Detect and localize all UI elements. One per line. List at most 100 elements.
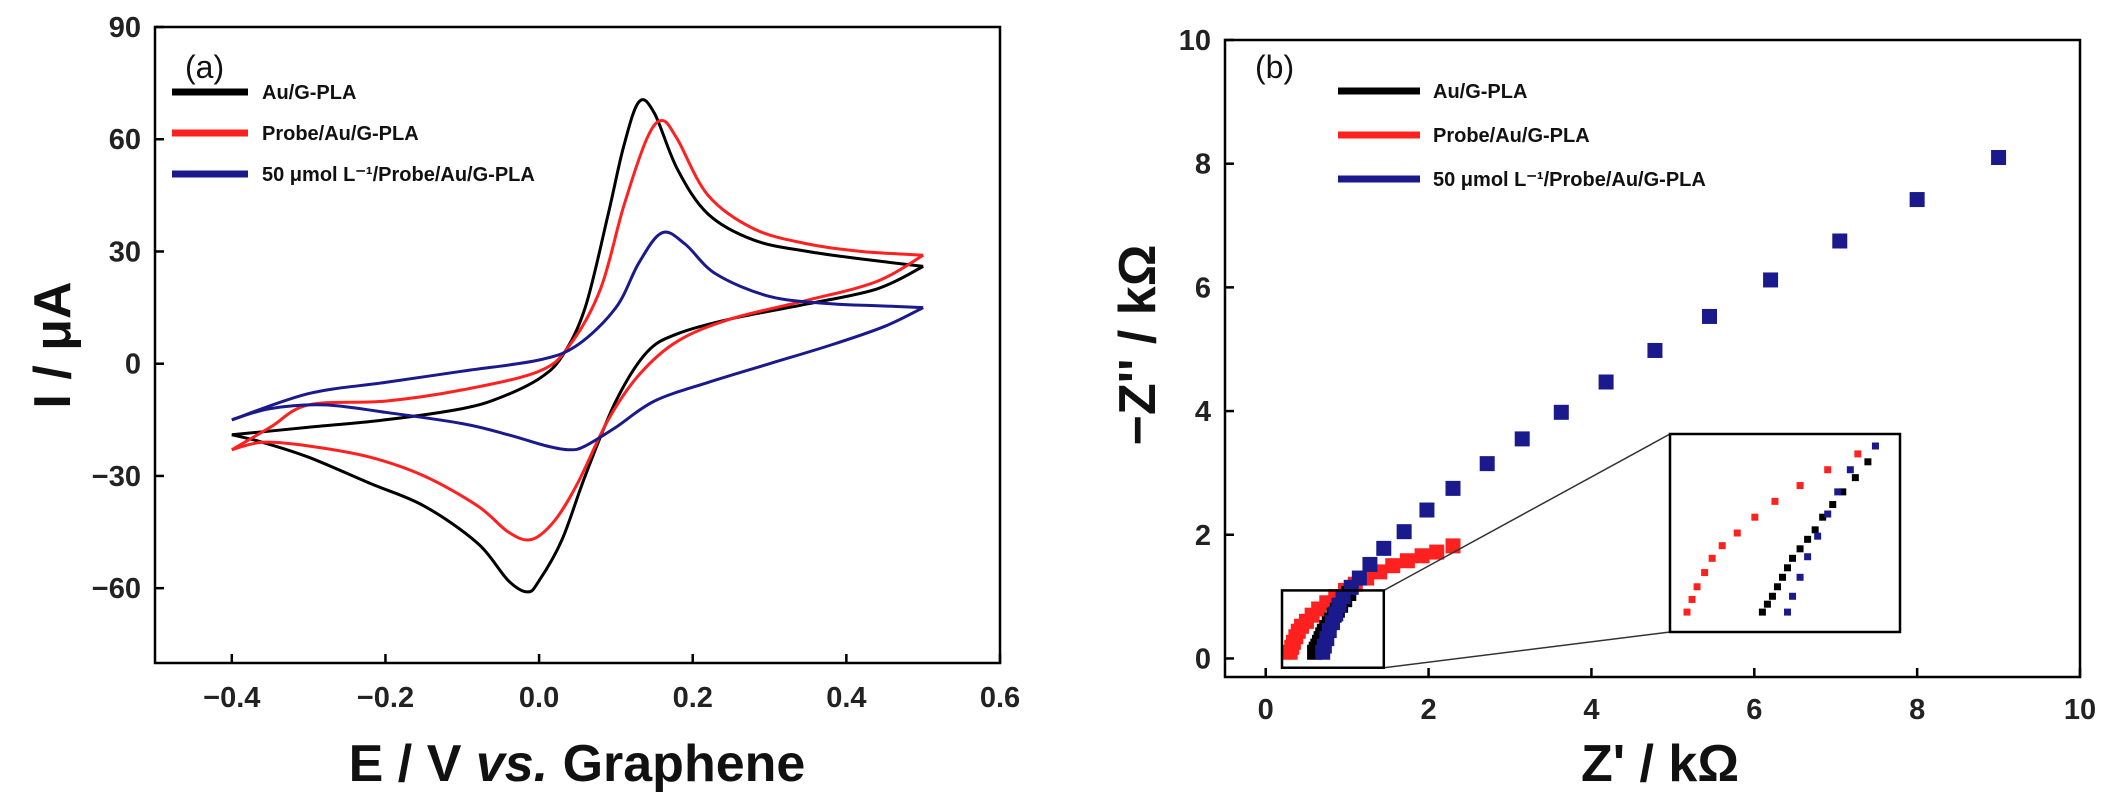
panel-a-y-tick-label: 60: [109, 124, 141, 156]
panel-a-series: [231, 98, 924, 594]
nyquist-point-red: [1385, 558, 1401, 574]
nyquist-point-blue: [1702, 308, 1717, 324]
inset-point-red: [1683, 608, 1691, 616]
panel-b-label: (b): [1255, 49, 1294, 85]
inset-point-red: [1693, 583, 1701, 591]
inset-point-blue: [1824, 510, 1832, 518]
panel-a-y-tick-label: −30: [92, 461, 141, 493]
inset-point-black: [1829, 501, 1837, 509]
inset-point-black: [1773, 583, 1781, 591]
panel-b-ticks: 0 2 4 6 8 10 0 2 4 6 8 10: [1179, 25, 2096, 726]
panel-b-inset: [1280, 432, 1902, 669]
panel-b-x-tick-label: 6: [1746, 694, 1762, 726]
panel-b-y-tick-label: 8: [1195, 149, 1211, 181]
legend-label: Au/G-PLA: [262, 82, 356, 104]
nyquist-point-blue: [1396, 524, 1412, 540]
inset-point-red: [1796, 482, 1804, 490]
inset-point-black: [1796, 545, 1804, 553]
panel-b-y-tick-label: 2: [1195, 520, 1211, 552]
panel-a-y-tick-label: 90: [109, 12, 141, 44]
panel-b-y-tick-label: 6: [1195, 272, 1211, 304]
inset-connector-top: [1383, 433, 1671, 592]
nyquist-point-red: [1399, 553, 1415, 569]
panel-a-x-tick-label: 0.4: [826, 682, 866, 714]
inset-point-black: [1768, 592, 1776, 600]
panel-b-x-tick-label: 0: [1258, 694, 1274, 726]
panel-b-legend: Au/G-PLA Probe/Au/G-PLA 50 μmol L⁻¹/Probe/…: [1338, 81, 1706, 191]
legend-label: 50 μmol L⁻¹/Probe/Au/G-PLA: [262, 164, 535, 186]
panel-a-legend: Au/G-PLA Probe/Au/G-PLA 50 μmol L⁻¹/Probe/…: [172, 82, 535, 186]
inset-point-blue: [1784, 608, 1792, 616]
panel-a-x-tick-label: −0.4: [203, 682, 260, 714]
inset-point-red: [1688, 595, 1696, 603]
inset-point-red: [1718, 542, 1726, 550]
panel-a-x-tick-label: 0.0: [519, 682, 559, 714]
cv-curve-black-anodic: [231, 98, 924, 437]
inset-point-red: [1751, 513, 1759, 521]
panel-b-y-tick-label: 0: [1195, 643, 1211, 675]
panel-a: −0.4 −0.2 0.0 0.2 0.4 0.6 −60 −30 0 30 60 90 (a) Au…: [24, 12, 1020, 793]
cv-curve-red-cathodic: [231, 253, 924, 542]
inset-point-black: [1804, 535, 1812, 543]
panel-a-x-axis-title: E / V vs. Graphene: [349, 735, 806, 793]
panel-a-y-tick-label: 0: [125, 349, 141, 381]
inset-point-red: [1824, 466, 1832, 474]
nyquist-point-blue: [1479, 456, 1495, 472]
inset-point-black: [1778, 573, 1786, 581]
nyquist-point-blue: [1419, 502, 1435, 518]
nyquist-point-blue: [1351, 570, 1367, 586]
panel-a-ticks: −0.4 −0.2 0.0 0.2 0.4 0.6 −60 −30 0 30 60 90: [92, 12, 1020, 714]
inset-point-blue: [1796, 573, 1804, 581]
inset-point-black: [1789, 554, 1797, 562]
panel-b-series: [1282, 150, 2007, 660]
inset-point-red: [1854, 450, 1862, 458]
cv-curve-black-cathodic: [231, 265, 924, 594]
panel-b-plot-frame: [1223, 38, 2082, 679]
panel-b-x-tick-label: 8: [1909, 694, 1925, 726]
inset-frame: [1668, 432, 1902, 634]
cv-curve-blue-anodic: [231, 230, 924, 422]
nyquist-point-blue: [1991, 150, 2007, 166]
nyquist-point-blue: [1362, 556, 1378, 572]
panel-b-x-axis-title: Z' / kΩ: [1581, 735, 1739, 793]
inset-point-black: [1851, 474, 1859, 482]
inset-point-black: [1864, 458, 1872, 466]
nyquist-point-red: [1445, 538, 1461, 554]
nyquist-point-red: [1429, 544, 1445, 560]
inset-point-blue: [1846, 466, 1854, 474]
panel-a-y-tick-label: −60: [92, 573, 141, 605]
panel-b: 0 2 4 6 8 10 0 2 4 6 8 10 (b) Au/G-PLA Probe/Au/G-PL…: [1109, 25, 2096, 793]
inset-point-black: [1811, 526, 1819, 534]
panel-b-y-tick-label: 10: [1179, 25, 1211, 57]
panel-b-x-tick-label: 4: [1583, 694, 1599, 726]
nyquist-point-blue: [1376, 540, 1392, 556]
inset-point-blue: [1804, 553, 1812, 561]
nyquist-point-blue: [1763, 272, 1779, 288]
nyquist-point-blue: [1553, 404, 1569, 420]
inset-point-red: [1701, 569, 1709, 577]
nyquist-point-blue: [1832, 233, 1848, 249]
panel-b-y-tick-label: 4: [1195, 396, 1211, 428]
inset-point-red: [1708, 554, 1716, 562]
nyquist-point-blue: [1909, 192, 1925, 208]
panel-a-y-axis-title: I / μA: [24, 281, 82, 408]
panel-b-x-tick-label: 10: [2064, 694, 2096, 726]
cv-curve-blue-cathodic: [231, 306, 924, 452]
panel-a-x-tick-label: 0.6: [980, 682, 1020, 714]
inset-point-black: [1763, 600, 1771, 608]
panel-a-x-tick-label: 0.2: [673, 682, 713, 714]
inset-point-black: [1839, 488, 1847, 496]
panel-a-y-tick-label: 30: [109, 236, 141, 268]
legend-label: Probe/Au/G-PLA: [262, 123, 419, 145]
panel-a-plot-frame: [153, 25, 1002, 665]
inset-point-black: [1784, 564, 1792, 572]
nyquist-point-red: [1414, 548, 1430, 564]
inset-point-blue: [1814, 532, 1822, 540]
inset-connector-bottom: [1383, 631, 1671, 669]
legend-label: 50 μmol L⁻¹/Probe/Au/G-PLA: [1433, 169, 1706, 191]
nyquist-point-blue: [1445, 480, 1461, 496]
panel-a-label: (a): [185, 49, 224, 85]
legend-label: Probe/Au/G-PLA: [1433, 125, 1590, 147]
inset-point-red: [1771, 497, 1779, 505]
